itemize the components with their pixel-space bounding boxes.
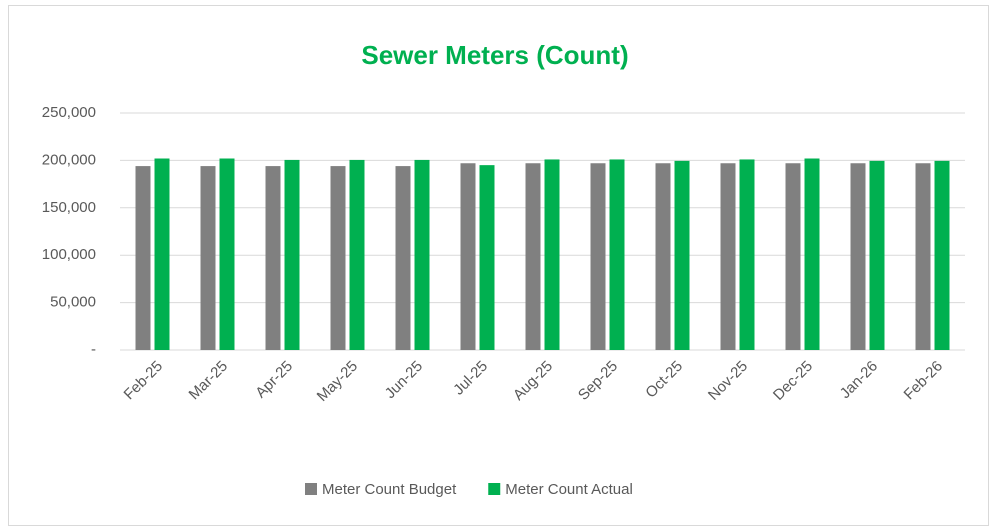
legend-swatch: [488, 483, 501, 495]
bar: [915, 163, 931, 350]
bar: [785, 163, 801, 350]
bar: [674, 160, 690, 350]
chart-border: [8, 5, 989, 526]
bar: [720, 163, 736, 350]
bar: [154, 158, 170, 350]
y-tick-label: 150,000: [42, 199, 96, 216]
legend-swatch: [305, 483, 317, 495]
y-tick-label: 100,000: [42, 246, 96, 263]
bar: [590, 163, 606, 350]
bar: [219, 158, 235, 350]
bar: [525, 163, 541, 350]
y-tick-label: -: [91, 341, 96, 358]
chart-title: Sewer Meters (Count): [361, 40, 628, 70]
bar: [850, 163, 866, 350]
bar: [609, 159, 625, 350]
y-tick-label: 200,000: [42, 151, 96, 168]
bar: [414, 159, 430, 350]
bar: [349, 159, 365, 350]
bar: [265, 166, 281, 350]
bar: [135, 166, 151, 350]
bar: [395, 166, 411, 350]
legend-label: Meter Count Budget: [322, 481, 457, 498]
bar: [739, 159, 755, 350]
bar: [655, 163, 671, 350]
bar: [869, 160, 885, 350]
y-tick-label: 250,000: [42, 104, 96, 121]
bar: [544, 159, 560, 350]
bar: [330, 166, 346, 350]
bar: [284, 159, 300, 350]
y-tick-label: 50,000: [50, 294, 96, 311]
legend-label: Meter Count Actual: [505, 481, 633, 498]
bar: [460, 163, 476, 350]
bar: [200, 166, 216, 350]
bar: [804, 158, 820, 350]
bar: [479, 165, 495, 350]
bar: [934, 160, 950, 350]
